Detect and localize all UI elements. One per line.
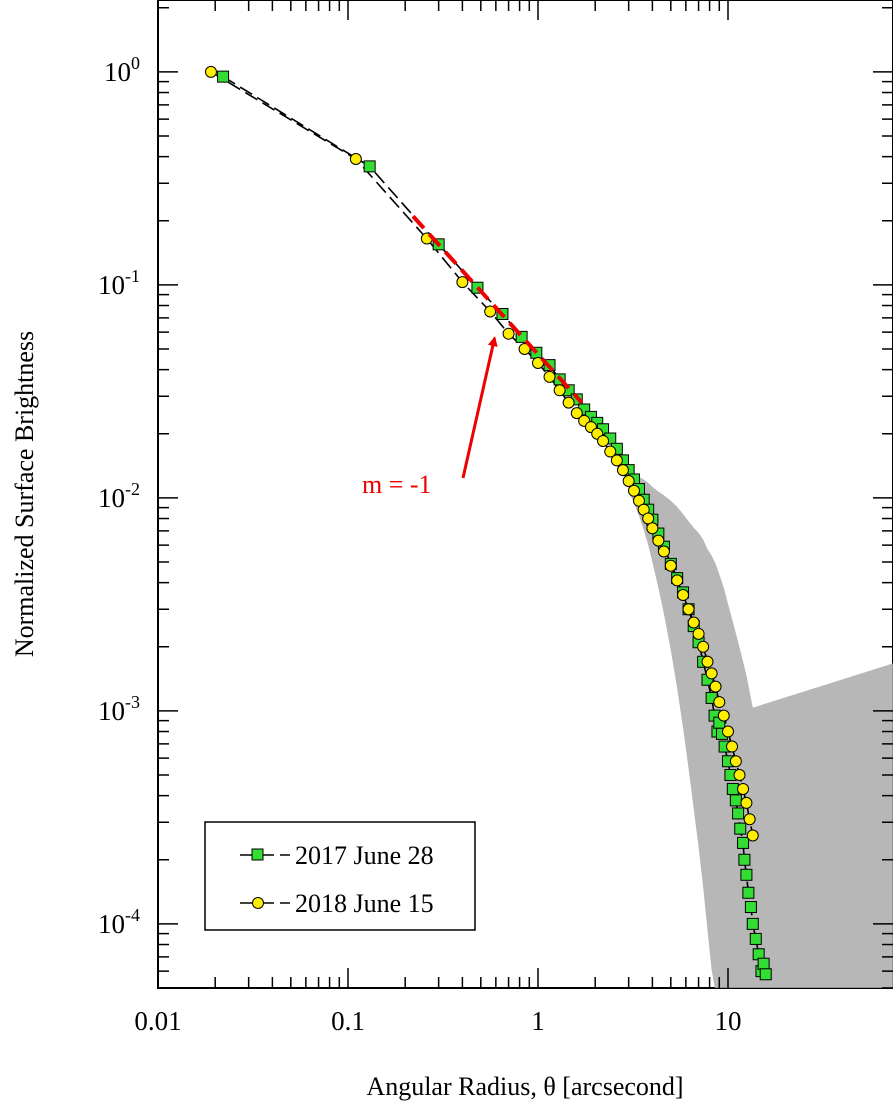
annotation-label: m = -1 xyxy=(362,470,432,499)
data-point-2018 xyxy=(553,384,566,397)
data-point-2017 xyxy=(738,853,751,866)
data-point-2018 xyxy=(646,522,659,535)
y-axis-title: Normalized Surface Brightness xyxy=(10,331,39,657)
fit-line xyxy=(411,214,584,404)
data-point-2017 xyxy=(732,807,745,820)
legend-marker-2018 xyxy=(252,897,264,909)
data-point-2018 xyxy=(733,769,746,781)
data-point-2018 xyxy=(740,796,753,809)
y-tick-label: 10-3 xyxy=(98,692,140,726)
data-point-2018 xyxy=(484,305,497,318)
data-point-2017 xyxy=(744,901,757,914)
data-point-2017 xyxy=(729,794,742,807)
data-point-2017 xyxy=(742,886,755,899)
data-point-2018 xyxy=(729,755,742,768)
y-tick-label: 10-1 xyxy=(98,266,140,300)
uncertainty-band xyxy=(628,470,893,988)
data-point-2018 xyxy=(726,740,739,753)
data-point-2018 xyxy=(713,696,726,709)
data-point-2018 xyxy=(737,782,750,795)
x-tick-labels: 0.01 0.1 1 10 xyxy=(134,1006,741,1036)
series-line-2018 xyxy=(210,71,754,836)
data-point-2018 xyxy=(562,396,575,409)
data-point-2017 xyxy=(217,70,230,83)
legend: 2017 June 28 2018 June 15 xyxy=(204,821,476,931)
data-point-2018 xyxy=(664,559,677,572)
data-point-2018 xyxy=(717,709,730,722)
series-markers-2018 xyxy=(204,65,759,842)
data-point-2018 xyxy=(652,534,665,547)
data-point-2018 xyxy=(622,475,635,488)
data-point-2018 xyxy=(657,545,670,558)
axis-ticks xyxy=(157,0,893,989)
data-point-2018 xyxy=(604,445,617,458)
data-point-2017 xyxy=(740,868,753,881)
data-point-2018 xyxy=(697,640,710,653)
x-tick-label: 1 xyxy=(531,1006,545,1036)
y-tick-label: 100 xyxy=(104,53,140,87)
data-point-2017 xyxy=(746,917,759,930)
data-point-2018 xyxy=(692,627,705,640)
data-point-2017 xyxy=(726,782,739,795)
data-point-2018 xyxy=(705,667,718,680)
y-tick-labels: 100 10-1 10-2 10-3 10-4 xyxy=(98,53,140,939)
x-tick-label: 0.1 xyxy=(331,1006,365,1036)
data-point-2017 xyxy=(515,330,528,343)
data-point-2018 xyxy=(597,434,610,447)
data-point-2018 xyxy=(502,327,515,340)
data-point-2018 xyxy=(709,680,722,693)
annotation-arrow xyxy=(461,336,498,479)
data-point-2018 xyxy=(627,484,640,497)
data-point-2018 xyxy=(616,464,629,477)
data-point-2018 xyxy=(677,588,690,601)
data-point-2018 xyxy=(456,276,469,289)
x-tick-label: 10 xyxy=(715,1006,742,1036)
data-point-2018 xyxy=(746,829,759,842)
data-point-2017 xyxy=(363,160,376,173)
data-point-2018 xyxy=(570,407,583,420)
data-point-2018 xyxy=(518,343,531,355)
data-point-2018 xyxy=(349,152,362,165)
data-point-2018 xyxy=(682,603,695,616)
x-tick-label: 0.01 xyxy=(134,1006,181,1036)
x-axis-title: Angular Radius, θ [arcsecond] xyxy=(366,1072,683,1101)
data-point-2017 xyxy=(737,836,750,849)
data-point-2018 xyxy=(722,725,734,738)
data-point-2018 xyxy=(204,65,217,78)
data-point-2018 xyxy=(610,454,623,467)
data-point-2017 xyxy=(749,932,762,945)
plot-frame xyxy=(157,0,893,989)
data-point-2017 xyxy=(734,822,747,835)
data-point-2017 xyxy=(757,957,770,970)
legend-label-2018: 2018 June 15 xyxy=(295,889,434,918)
legend-label-2017: 2017 June 28 xyxy=(295,841,434,870)
legend-marker-2017 xyxy=(251,848,264,861)
data-point-2018 xyxy=(701,655,714,668)
data-point-2018 xyxy=(687,616,700,629)
data-point-2017 xyxy=(759,968,772,981)
y-tick-label: 10-4 xyxy=(98,905,140,939)
legend-box xyxy=(204,821,476,931)
data-point-2018 xyxy=(543,370,556,383)
y-tick-label: 10-2 xyxy=(98,479,140,513)
data-point-2018 xyxy=(671,574,684,587)
data-point-2018 xyxy=(743,813,756,826)
